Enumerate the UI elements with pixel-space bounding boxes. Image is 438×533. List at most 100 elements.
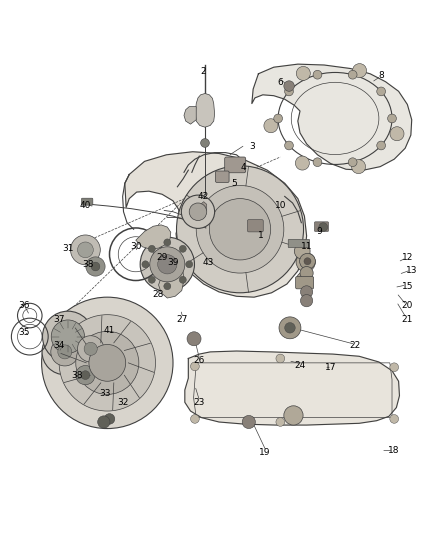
Text: 27: 27 xyxy=(176,314,187,324)
Text: 31: 31 xyxy=(62,245,74,254)
Circle shape xyxy=(76,332,139,394)
Text: 13: 13 xyxy=(406,266,417,276)
Polygon shape xyxy=(195,93,215,127)
Circle shape xyxy=(300,266,313,280)
Text: 17: 17 xyxy=(325,363,336,372)
Text: 4: 4 xyxy=(240,164,246,173)
FancyBboxPatch shape xyxy=(296,277,314,289)
Circle shape xyxy=(264,119,278,133)
Circle shape xyxy=(285,87,293,96)
Text: 5: 5 xyxy=(231,179,237,188)
Circle shape xyxy=(84,342,97,356)
Text: 3: 3 xyxy=(249,142,255,150)
Text: 30: 30 xyxy=(130,243,141,251)
Circle shape xyxy=(196,185,284,273)
Polygon shape xyxy=(159,262,184,298)
Circle shape xyxy=(142,261,149,268)
Circle shape xyxy=(191,415,199,423)
Polygon shape xyxy=(182,209,209,223)
Circle shape xyxy=(300,253,315,269)
Text: 23: 23 xyxy=(194,398,205,407)
Circle shape xyxy=(186,261,193,268)
Text: 22: 22 xyxy=(349,341,360,350)
Circle shape xyxy=(390,415,399,423)
Circle shape xyxy=(164,239,171,246)
Circle shape xyxy=(285,141,293,150)
Circle shape xyxy=(98,416,110,428)
Text: 2: 2 xyxy=(201,67,206,76)
Polygon shape xyxy=(252,64,412,170)
Circle shape xyxy=(296,253,315,272)
Text: 43: 43 xyxy=(202,257,214,266)
Circle shape xyxy=(296,67,310,80)
Text: 41: 41 xyxy=(104,326,115,335)
Text: 15: 15 xyxy=(402,282,413,290)
Circle shape xyxy=(51,320,85,353)
Text: 35: 35 xyxy=(18,328,30,337)
Text: 24: 24 xyxy=(294,360,306,369)
Text: 10: 10 xyxy=(275,201,286,209)
Text: 18: 18 xyxy=(389,446,400,455)
Circle shape xyxy=(353,63,367,78)
Circle shape xyxy=(181,195,215,229)
Text: 28: 28 xyxy=(152,290,163,300)
Circle shape xyxy=(242,415,255,429)
Text: 33: 33 xyxy=(99,389,111,398)
Polygon shape xyxy=(136,225,171,249)
Circle shape xyxy=(209,199,271,260)
Circle shape xyxy=(304,258,311,265)
Circle shape xyxy=(313,158,322,167)
Circle shape xyxy=(377,141,385,150)
Text: 39: 39 xyxy=(167,257,179,266)
Text: 38: 38 xyxy=(71,372,82,381)
Text: 19: 19 xyxy=(259,448,271,457)
Text: 42: 42 xyxy=(198,192,209,201)
Text: 6: 6 xyxy=(277,78,283,87)
Circle shape xyxy=(300,286,313,298)
Circle shape xyxy=(58,345,72,359)
Circle shape xyxy=(76,366,95,385)
Text: 1: 1 xyxy=(258,231,264,240)
Circle shape xyxy=(179,276,186,284)
Circle shape xyxy=(189,203,207,221)
Circle shape xyxy=(164,282,171,290)
FancyBboxPatch shape xyxy=(81,198,93,205)
FancyBboxPatch shape xyxy=(288,239,310,248)
Circle shape xyxy=(201,139,209,147)
Circle shape xyxy=(348,158,357,167)
Circle shape xyxy=(295,156,309,170)
Circle shape xyxy=(390,127,404,141)
Circle shape xyxy=(284,81,294,91)
Circle shape xyxy=(352,159,366,174)
Text: 29: 29 xyxy=(156,253,168,262)
Text: 11: 11 xyxy=(301,243,312,251)
Circle shape xyxy=(319,223,328,231)
Text: 26: 26 xyxy=(194,356,205,365)
Circle shape xyxy=(294,243,310,259)
Circle shape xyxy=(191,362,199,371)
Text: 9: 9 xyxy=(317,227,323,236)
Circle shape xyxy=(300,295,313,307)
Polygon shape xyxy=(201,201,207,213)
FancyBboxPatch shape xyxy=(247,220,263,232)
Circle shape xyxy=(348,70,357,79)
Circle shape xyxy=(150,247,185,282)
Circle shape xyxy=(285,322,295,333)
Circle shape xyxy=(177,166,304,293)
Circle shape xyxy=(59,314,155,411)
Text: 21: 21 xyxy=(402,314,413,324)
Circle shape xyxy=(148,245,155,252)
Text: 32: 32 xyxy=(117,398,128,407)
Circle shape xyxy=(276,418,285,426)
Circle shape xyxy=(284,406,303,425)
Text: 34: 34 xyxy=(53,341,65,350)
Circle shape xyxy=(51,338,79,366)
Circle shape xyxy=(313,70,322,79)
Text: 37: 37 xyxy=(53,314,65,324)
Text: 12: 12 xyxy=(402,253,413,262)
Circle shape xyxy=(179,245,186,252)
Circle shape xyxy=(158,255,177,274)
Circle shape xyxy=(86,257,105,276)
Text: 40: 40 xyxy=(80,201,91,209)
Circle shape xyxy=(140,237,194,292)
